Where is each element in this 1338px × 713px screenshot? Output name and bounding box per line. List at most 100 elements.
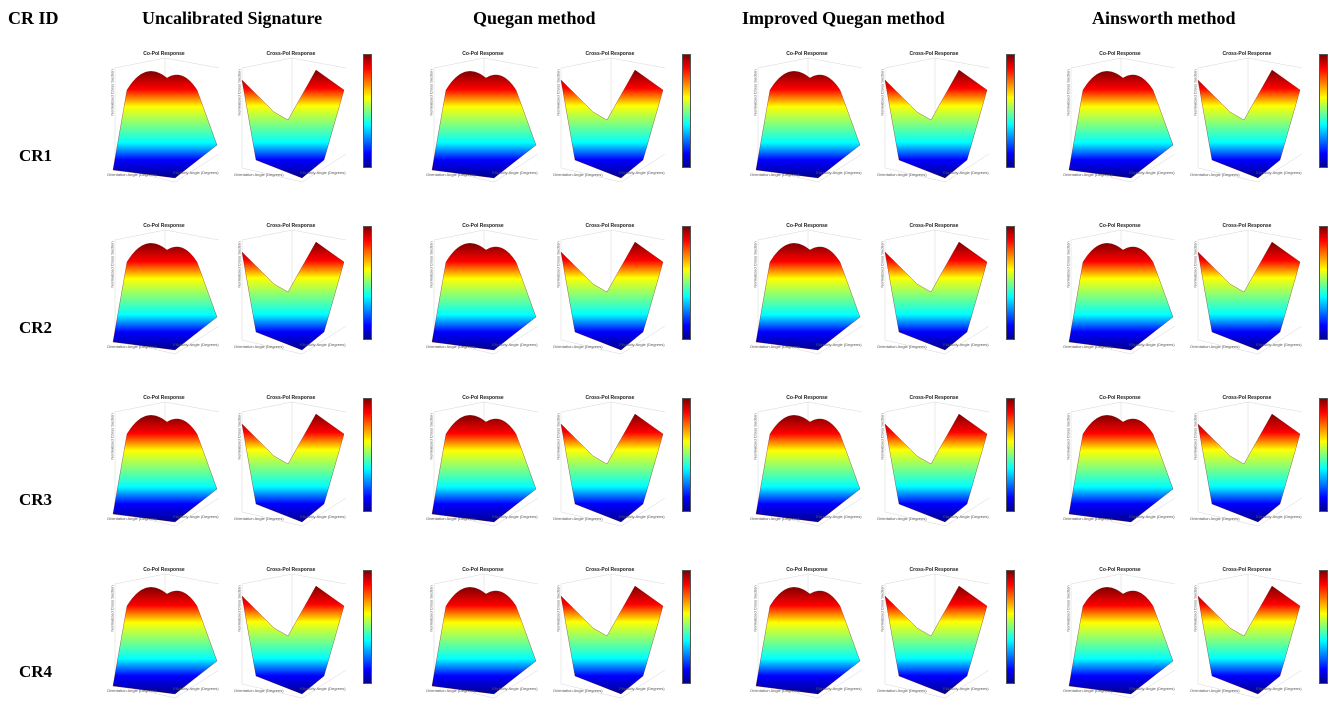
colorbar <box>363 54 372 168</box>
y-axis-label: Ellipticity Angle (Degrees) <box>300 514 346 519</box>
colorbar <box>682 570 691 684</box>
plot-title: Cross-Pol Response <box>909 51 959 57</box>
plot-title: Co-Pol Response <box>143 395 185 401</box>
x-axis-label: Orientation Angle (Degrees) <box>750 172 800 177</box>
z-axis-label: Normalized Cross Section <box>752 241 758 288</box>
co-pol-plot-cr1-improved-quegan: Co-Pol Response Normalized Cross Section O… <box>748 50 913 186</box>
co-pol-plot-cr1-ainsworth: Co-Pol Response Normalized Cross Section O… <box>1061 50 1226 186</box>
z-axis-label: Normalized Cross Section <box>879 69 885 116</box>
cross-pol-plot-cr3-improved-quegan: Cross-Pol Response Normalized Cross Secti… <box>875 394 1040 530</box>
y-axis-label: Ellipticity Angle (Degrees) <box>943 686 989 691</box>
plot-title: Cross-Pol Response <box>266 395 316 401</box>
y-axis-label: Ellipticity Angle (Degrees) <box>1129 686 1175 691</box>
y-axis-label: Ellipticity Angle (Degrees) <box>492 514 538 519</box>
z-axis-label: Normalized Cross Section <box>1065 413 1071 460</box>
co-pol-plot-cr1-uncalibrated: Co-Pol Response Normalized Cross Section O… <box>105 50 270 186</box>
y-axis-label: Ellipticity Angle (Degrees) <box>619 686 665 691</box>
co-pol-plot-cr3-quegan: Co-Pol Response Normalized Cross Section O… <box>424 394 589 530</box>
z-axis-label: Normalized Cross Section <box>428 241 434 288</box>
x-axis-label: Orientation Angle (Degrees) <box>1190 344 1240 349</box>
colorbar <box>1006 570 1015 684</box>
cross-pol-plot-cr2-quegan: Cross-Pol Response Normalized Cross Secti… <box>551 222 716 358</box>
z-axis-label: Normalized Cross Section <box>555 69 561 116</box>
x-axis-label: Orientation Angle (Degrees) <box>107 688 157 693</box>
x-axis-label: Orientation Angle (Degrees) <box>877 516 927 521</box>
plot-title: Co-Pol Response <box>462 395 504 401</box>
z-axis-label: Normalized Cross Section <box>236 413 242 460</box>
plot-title: Cross-Pol Response <box>266 567 316 573</box>
colorbar <box>1006 226 1015 340</box>
colorbar <box>1319 570 1328 684</box>
z-axis-label: Normalized Cross Section <box>1065 241 1071 288</box>
y-axis-label: Ellipticity Angle (Degrees) <box>619 342 665 347</box>
z-axis-label: Normalized Cross Section <box>1192 69 1198 116</box>
y-axis-label: Ellipticity Angle (Degrees) <box>173 686 219 691</box>
cross-pol-plot-cr2-ainsworth: Cross-Pol Response Normalized Cross Secti… <box>1188 222 1338 358</box>
plot-title: Cross-Pol Response <box>1222 51 1272 57</box>
z-axis-label: Normalized Cross Section <box>1192 241 1198 288</box>
y-axis-label: Ellipticity Angle (Degrees) <box>300 170 346 175</box>
y-axis-label: Ellipticity Angle (Degrees) <box>816 686 862 691</box>
z-axis-label: Normalized Cross Section <box>236 69 242 116</box>
cross-pol-plot-cr4-uncalibrated: Cross-Pol Response Normalized Cross Secti… <box>232 566 397 702</box>
y-axis-label: Ellipticity Angle (Degrees) <box>300 686 346 691</box>
plot-title: Co-Pol Response <box>786 51 828 57</box>
x-axis-label: Orientation Angle (Degrees) <box>877 688 927 693</box>
z-axis-label: Normalized Cross Section <box>555 585 561 632</box>
plot-title: Cross-Pol Response <box>585 567 635 573</box>
x-axis-label: Orientation Angle (Degrees) <box>426 688 476 693</box>
colorbar <box>363 570 372 684</box>
plot-title: Co-Pol Response <box>143 51 185 57</box>
y-axis-label: Ellipticity Angle (Degrees) <box>492 342 538 347</box>
plot-title: Cross-Pol Response <box>585 223 635 229</box>
plot-title: Co-Pol Response <box>1099 51 1141 57</box>
cross-pol-plot-cr4-quegan: Cross-Pol Response Normalized Cross Secti… <box>551 566 716 702</box>
cross-pol-plot-cr1-uncalibrated: Cross-Pol Response Normalized Cross Secti… <box>232 50 397 186</box>
y-axis-label: Ellipticity Angle (Degrees) <box>173 514 219 519</box>
header-quegan: Quegan method <box>473 8 596 28</box>
co-pol-plot-cr4-uncalibrated: Co-Pol Response Normalized Cross Section O… <box>105 566 270 702</box>
z-axis-label: Normalized Cross Section <box>428 69 434 116</box>
y-axis-label: Ellipticity Angle (Degrees) <box>1256 514 1302 519</box>
colorbar <box>1006 54 1015 168</box>
x-axis-label: Orientation Angle (Degrees) <box>553 344 603 349</box>
header-ainsworth: Ainsworth method <box>1092 8 1236 28</box>
y-axis-label: Ellipticity Angle (Degrees) <box>816 514 862 519</box>
x-axis-label: Orientation Angle (Degrees) <box>1063 516 1113 521</box>
y-axis-label: Ellipticity Angle (Degrees) <box>1129 342 1175 347</box>
cross-pol-plot-cr4-improved-quegan: Cross-Pol Response Normalized Cross Secti… <box>875 566 1040 702</box>
z-axis-label: Normalized Cross Section <box>879 585 885 632</box>
z-axis-label: Normalized Cross Section <box>1192 585 1198 632</box>
plot-title: Co-Pol Response <box>1099 567 1141 573</box>
plot-title: Cross-Pol Response <box>585 395 635 401</box>
cross-pol-plot-cr4-ainsworth: Cross-Pol Response Normalized Cross Secti… <box>1188 566 1338 702</box>
z-axis-label: Normalized Cross Section <box>879 413 885 460</box>
plot-title: Cross-Pol Response <box>909 567 959 573</box>
x-axis-label: Orientation Angle (Degrees) <box>553 172 603 177</box>
plot-title: Co-Pol Response <box>1099 223 1141 229</box>
z-axis-label: Normalized Cross Section <box>752 585 758 632</box>
x-axis-label: Orientation Angle (Degrees) <box>553 688 603 693</box>
x-axis-label: Orientation Angle (Degrees) <box>877 172 927 177</box>
cross-pol-plot-cr2-uncalibrated: Cross-Pol Response Normalized Cross Secti… <box>232 222 397 358</box>
x-axis-label: Orientation Angle (Degrees) <box>107 172 157 177</box>
x-axis-label: Orientation Angle (Degrees) <box>1063 344 1113 349</box>
plot-title: Cross-Pol Response <box>1222 567 1272 573</box>
x-axis-label: Orientation Angle (Degrees) <box>877 344 927 349</box>
colorbar <box>1319 398 1328 512</box>
colorbar <box>363 398 372 512</box>
y-axis-label: Ellipticity Angle (Degrees) <box>300 342 346 347</box>
y-axis-label: Ellipticity Angle (Degrees) <box>492 170 538 175</box>
plot-title: Cross-Pol Response <box>1222 395 1272 401</box>
header-improved-quegan: Improved Quegan method <box>742 8 945 28</box>
co-pol-plot-cr3-uncalibrated: Co-Pol Response Normalized Cross Section O… <box>105 394 270 530</box>
x-axis-label: Orientation Angle (Degrees) <box>426 172 476 177</box>
cross-pol-plot-cr1-ainsworth: Cross-Pol Response Normalized Cross Secti… <box>1188 50 1338 186</box>
plot-title: Co-Pol Response <box>786 223 828 229</box>
co-pol-plot-cr2-uncalibrated: Co-Pol Response Normalized Cross Section O… <box>105 222 270 358</box>
plot-title: Co-Pol Response <box>786 395 828 401</box>
y-axis-label: Ellipticity Angle (Degrees) <box>943 514 989 519</box>
z-axis-label: Normalized Cross Section <box>109 241 115 288</box>
x-axis-label: Orientation Angle (Degrees) <box>426 344 476 349</box>
plot-title: Cross-Pol Response <box>909 223 959 229</box>
